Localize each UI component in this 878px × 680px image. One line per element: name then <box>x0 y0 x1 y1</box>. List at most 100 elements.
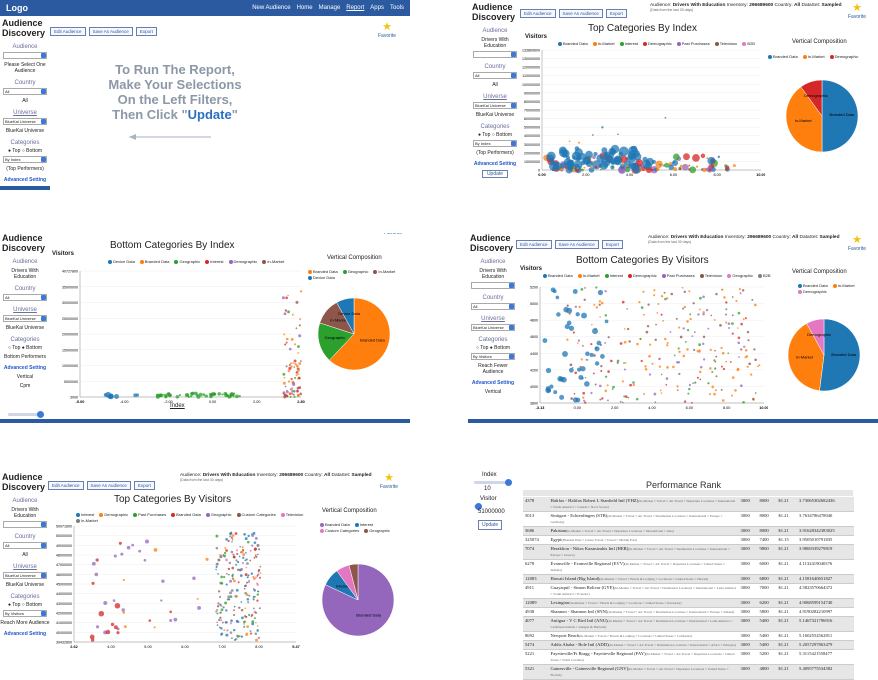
scatter-point[interactable] <box>590 166 593 169</box>
scatter-point[interactable] <box>708 393 712 396</box>
scatter-point[interactable] <box>229 631 233 634</box>
scatter-point[interactable] <box>284 343 287 346</box>
scatter-point[interactable] <box>694 381 697 384</box>
scatter-point[interactable] <box>627 396 630 399</box>
scatter-point[interactable] <box>289 388 292 391</box>
scatter-point[interactable] <box>230 637 233 639</box>
scatter-point[interactable] <box>644 169 647 171</box>
scatter-point[interactable] <box>229 591 232 595</box>
scatter-point[interactable] <box>231 541 233 543</box>
pie-legend-item[interactable]: Custom Categories <box>320 528 359 533</box>
scatter-point[interactable] <box>624 166 631 173</box>
scatter-point[interactable] <box>640 306 644 309</box>
advanced-setting-link[interactable]: Advanced Setting <box>3 177 47 183</box>
scatter-point[interactable] <box>284 385 287 388</box>
scatter-point[interactable] <box>299 318 302 321</box>
scatter-point[interactable] <box>259 572 262 574</box>
scatter-point[interactable] <box>219 581 223 585</box>
scatter-point[interactable] <box>592 155 596 160</box>
scatter-point[interactable] <box>197 605 202 610</box>
scatter-point[interactable] <box>678 372 681 376</box>
scatter-point[interactable] <box>600 354 605 359</box>
scatter-point[interactable] <box>233 628 236 632</box>
scatter-point[interactable] <box>600 301 604 305</box>
scatter-point[interactable] <box>604 290 607 293</box>
scatter-point[interactable] <box>687 392 690 395</box>
scatter-point[interactable] <box>245 566 248 569</box>
scatter-point[interactable] <box>684 165 687 168</box>
edit-audience-button[interactable]: Edit Audience <box>48 481 84 490</box>
scatter-point[interactable] <box>636 342 639 346</box>
scatter-point[interactable] <box>98 610 105 617</box>
scatter-point[interactable] <box>672 161 676 164</box>
advanced-setting-link[interactable]: Advanced Setting <box>471 380 515 386</box>
scatter-point[interactable] <box>578 305 581 309</box>
scatter-point[interactable] <box>585 150 593 159</box>
scatter-point[interactable] <box>672 365 675 369</box>
scatter-point[interactable] <box>604 314 608 317</box>
scatter-point[interactable] <box>604 319 609 324</box>
scatter-point[interactable] <box>584 381 590 387</box>
scatter-point[interactable] <box>710 314 713 317</box>
pie-slice[interactable] <box>785 86 823 153</box>
scatter-point[interactable] <box>287 294 289 297</box>
scatter-point[interactable] <box>600 365 603 368</box>
scatter-point[interactable] <box>683 153 690 161</box>
scatter-point[interactable] <box>702 311 705 314</box>
scatter-point[interactable] <box>604 341 607 344</box>
scatter-point[interactable] <box>714 367 717 370</box>
scatter-point[interactable] <box>753 303 757 307</box>
scatter-point[interactable] <box>254 555 257 558</box>
scatter-point[interactable] <box>223 575 226 579</box>
scatter-point[interactable] <box>586 359 589 361</box>
scatter-point[interactable] <box>189 395 193 398</box>
scatter-point[interactable] <box>659 389 662 392</box>
scatter-point[interactable] <box>592 372 595 375</box>
scatter-point[interactable] <box>580 358 583 361</box>
scatter-point[interactable] <box>580 168 584 172</box>
scatter-point[interactable] <box>225 583 228 586</box>
scatter-point[interactable] <box>609 157 617 165</box>
scatter-point[interactable] <box>113 625 118 630</box>
scatter-point[interactable] <box>249 559 252 562</box>
scatter-point[interactable] <box>683 305 687 309</box>
scatter-point[interactable] <box>239 569 242 572</box>
scatter-point[interactable] <box>740 384 743 388</box>
scatter-point[interactable] <box>737 341 741 345</box>
scatter-point[interactable] <box>653 392 657 396</box>
scatter-point[interactable] <box>251 622 255 626</box>
scatter-point[interactable] <box>660 313 663 316</box>
scatter-point[interactable] <box>644 368 648 371</box>
scatter-point[interactable] <box>217 573 219 575</box>
scatter-point[interactable] <box>660 392 663 394</box>
scatter-point[interactable] <box>255 638 259 642</box>
scatter-point[interactable] <box>244 537 248 541</box>
scatter-point[interactable] <box>664 162 670 168</box>
legend-item[interactable]: Custom Categories <box>236 512 276 517</box>
scatter-point[interactable] <box>246 540 250 544</box>
scatter-point[interactable] <box>572 166 574 169</box>
scatter-point[interactable] <box>655 323 657 326</box>
scatter-point[interactable] <box>558 376 565 382</box>
scatter-point[interactable] <box>553 390 558 395</box>
scatter-point[interactable] <box>583 399 586 402</box>
scatter-point[interactable] <box>692 382 694 385</box>
scatter-point[interactable] <box>236 595 239 598</box>
scatter-point[interactable] <box>624 395 628 398</box>
scatter-point[interactable] <box>217 558 221 562</box>
scatter-point[interactable] <box>711 385 715 389</box>
scatter-point[interactable] <box>91 581 95 585</box>
scatter-point[interactable] <box>290 377 293 381</box>
scatter-point[interactable] <box>720 388 723 391</box>
scatter-point[interactable] <box>688 290 691 293</box>
scatter-point[interactable] <box>118 541 122 545</box>
scatter-point[interactable] <box>632 381 635 384</box>
scatter-point[interactable] <box>585 351 590 356</box>
scatter-point[interactable] <box>169 610 172 614</box>
scatter-point[interactable] <box>253 589 256 592</box>
scatter-point[interactable] <box>281 296 285 300</box>
table-row[interactable]: 12089 Lexington(In-Market > Travel > Hote… <box>523 598 854 608</box>
scatter-point[interactable] <box>228 573 230 576</box>
update-button[interactable]: Update <box>482 170 508 178</box>
scatter-point[interactable] <box>660 373 663 376</box>
